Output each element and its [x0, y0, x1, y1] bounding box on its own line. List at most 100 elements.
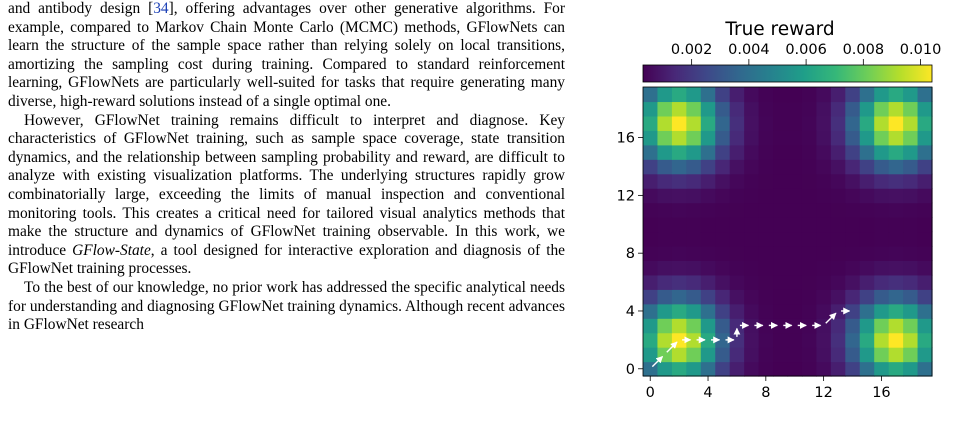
heatmap-cell — [830, 332, 846, 348]
heatmap-cell — [773, 101, 789, 117]
heatmap-cell — [729, 87, 745, 103]
heatmap-cell — [758, 144, 774, 160]
heatmap-cell — [787, 202, 803, 218]
heatmap-cell — [888, 87, 904, 103]
heatmap-cell — [917, 115, 933, 131]
heatmap-cell — [787, 332, 803, 348]
heatmap-cell — [903, 173, 919, 189]
citation-link[interactable]: 34 — [153, 0, 169, 17]
heatmap-cell — [830, 115, 846, 131]
heatmap-cell — [917, 231, 933, 247]
heatmap-cell — [888, 101, 904, 117]
heatmap-cell — [816, 115, 832, 131]
heatmap-cell — [830, 289, 846, 305]
heatmap-cell — [744, 188, 760, 204]
heatmap-cell — [859, 130, 875, 146]
heatmap-cell — [729, 130, 745, 146]
heatmap-cell — [801, 260, 817, 276]
heatmap-cell — [903, 115, 919, 131]
heatmap-cell — [700, 173, 716, 189]
heatmap-cell — [744, 173, 760, 189]
y-tick-label: 4 — [626, 304, 635, 320]
heatmap-cell — [729, 260, 745, 276]
heatmap-cell — [801, 159, 817, 175]
heatmap-cell — [787, 144, 803, 160]
heatmap-cell — [715, 260, 731, 276]
heatmap-cell — [657, 332, 673, 348]
heatmap-cell — [859, 260, 875, 276]
heatmap-cell — [888, 231, 904, 247]
heatmap-cell — [744, 347, 760, 363]
heatmap-cell — [715, 159, 731, 175]
heatmap-cell — [903, 303, 919, 319]
heatmap-cell — [729, 188, 745, 204]
heatmap-cell — [888, 159, 904, 175]
trajectory-arrow — [825, 312, 837, 324]
heatmap-cell — [744, 159, 760, 175]
heatmap-cell — [801, 303, 817, 319]
heatmap-cell — [715, 303, 731, 319]
heatmap-cell — [686, 159, 702, 175]
heatmap-cell — [874, 87, 890, 103]
heatmap-cell — [830, 231, 846, 247]
heatmap-cell — [773, 159, 789, 175]
heatmap-cell — [671, 289, 687, 305]
x-tick-label: 12 — [814, 385, 832, 401]
y-tick-label: 8 — [626, 246, 635, 262]
heatmap-cell — [845, 144, 861, 160]
heatmap-cell — [888, 347, 904, 363]
heatmap-cell — [888, 173, 904, 189]
heatmap-cell — [830, 217, 846, 233]
heatmap-cell — [700, 231, 716, 247]
heatmap-cell — [816, 159, 832, 175]
heatmap-cell — [859, 144, 875, 160]
heatmap-cell — [671, 274, 687, 290]
heatmap-cell — [888, 245, 904, 261]
colorbar-tick-label: 0.004 — [728, 42, 770, 58]
heatmap-cell — [888, 188, 904, 204]
heatmap-cell — [888, 217, 904, 233]
heatmap-cell — [874, 101, 890, 117]
heatmap-cell — [686, 130, 702, 146]
heatmap-cell — [715, 87, 731, 103]
heatmap-cell — [874, 318, 890, 334]
heatmap-cell — [888, 303, 904, 319]
heatmap-cell — [729, 231, 745, 247]
heatmap-cell — [729, 217, 745, 233]
heatmap-cell — [686, 260, 702, 276]
heatmap-cell — [715, 361, 731, 377]
heatmap-cell — [859, 202, 875, 218]
heatmap-cell — [787, 101, 803, 117]
heatmap-cell — [888, 144, 904, 160]
heatmap-cell — [715, 188, 731, 204]
x-tick-label: 0 — [646, 385, 655, 401]
heatmap-cell — [845, 318, 861, 334]
heatmap-cell — [903, 188, 919, 204]
heatmap-cell — [917, 217, 933, 233]
heatmap-cell — [744, 332, 760, 348]
heatmap-cell — [830, 101, 846, 117]
heatmap-cell — [845, 202, 861, 218]
heatmap-cell — [787, 361, 803, 377]
trajectory-arrow — [666, 341, 678, 353]
heatmap-cell — [874, 245, 890, 261]
heatmap-cell — [830, 260, 846, 276]
heatmap-cell — [903, 101, 919, 117]
heatmap-cell — [874, 144, 890, 160]
heatmap-cell — [917, 130, 933, 146]
heatmap-cell — [801, 245, 817, 261]
heatmap-cell — [643, 231, 659, 247]
heatmap-cell — [859, 87, 875, 103]
heatmap-cell — [874, 130, 890, 146]
heatmap-cell — [744, 217, 760, 233]
heatmap-cell — [758, 130, 774, 146]
heatmap-cell — [773, 217, 789, 233]
heatmap-cell — [773, 202, 789, 218]
heatmap-cell — [643, 347, 659, 363]
heatmap-cell — [917, 173, 933, 189]
heatmap-cell — [888, 115, 904, 131]
heatmap-cell — [758, 159, 774, 175]
heatmap-cell — [729, 101, 745, 117]
heatmap-cell — [729, 173, 745, 189]
heatmap-cell — [888, 260, 904, 276]
